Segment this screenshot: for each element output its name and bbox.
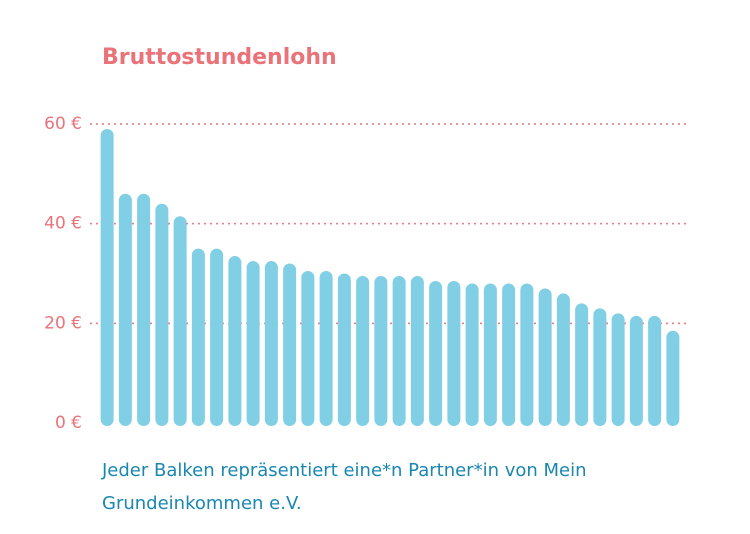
bar (246, 261, 260, 426)
bar (410, 275, 424, 426)
bar (356, 275, 370, 426)
bar (556, 293, 570, 426)
bar (374, 275, 388, 426)
bar (173, 216, 187, 426)
bar (447, 280, 461, 426)
bar (118, 193, 132, 426)
bar (666, 330, 680, 426)
bar (228, 256, 242, 426)
chart-title: Bruttostundenlohn (102, 45, 337, 70)
bar (629, 315, 643, 426)
bar (155, 203, 169, 426)
bar (283, 263, 297, 426)
bar (520, 283, 534, 426)
bar (337, 273, 351, 426)
bar (611, 313, 625, 426)
bar (502, 283, 516, 426)
bar (593, 308, 607, 426)
bar (575, 303, 589, 426)
bar (465, 283, 479, 426)
y-tick-label: 20 € (44, 313, 82, 333)
bar (483, 283, 497, 426)
y-tick-label: 0 € (55, 413, 82, 433)
y-tick-label: 40 € (44, 214, 82, 234)
bar (264, 261, 278, 426)
bar (210, 248, 224, 426)
bar (301, 271, 315, 426)
bar (648, 315, 662, 426)
footnote: Jeder Balken repräsentiert eine*n Partne… (102, 460, 587, 514)
bar (429, 280, 443, 426)
bar (319, 271, 333, 426)
bar (538, 288, 552, 426)
bar (100, 128, 114, 426)
bar (137, 193, 151, 426)
bar (191, 248, 205, 426)
bar (392, 275, 406, 426)
y-tick-label: 60 € (44, 114, 82, 134)
